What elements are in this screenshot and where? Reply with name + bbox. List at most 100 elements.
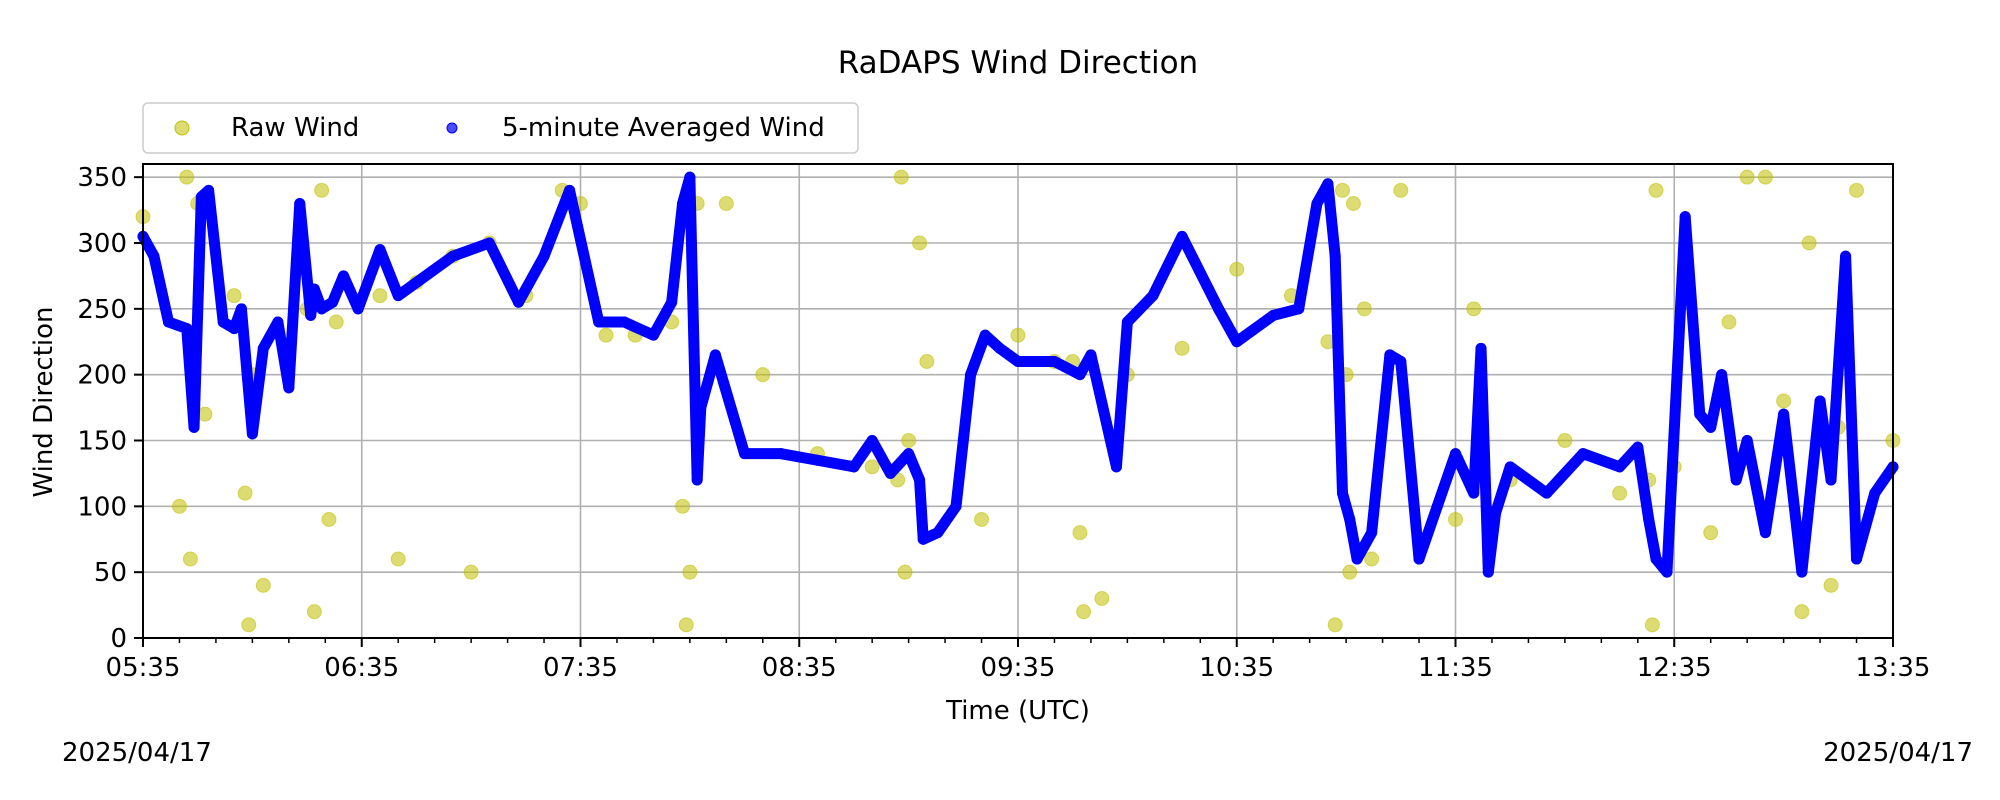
- x-tick-label: 13:35: [1856, 653, 1931, 683]
- averaged-wind-point: [1661, 566, 1673, 578]
- raw-wind-point: [1356, 301, 1372, 317]
- raw-wind-point: [1648, 182, 1664, 198]
- averaged-wind-point: [1796, 566, 1808, 578]
- legend-averaged-wind-marker: [446, 122, 458, 134]
- date-left-label: 2025/04/17: [62, 738, 212, 768]
- averaged-wind-point: [917, 533, 929, 545]
- averaged-wind-point: [1468, 487, 1480, 499]
- averaged-wind-point: [691, 474, 703, 486]
- averaged-wind-point: [666, 296, 678, 308]
- averaged-wind-point: [1504, 461, 1516, 473]
- y-tick-label: 100: [77, 492, 127, 522]
- y-tick-label: 350: [77, 163, 127, 193]
- averaged-wind-point: [618, 316, 630, 328]
- averaged-wind-point: [1482, 566, 1494, 578]
- averaged-wind-point: [374, 244, 386, 256]
- averaged-wind-point: [932, 527, 944, 539]
- raw-wind-point: [755, 367, 771, 383]
- raw-wind-point: [1644, 617, 1660, 633]
- averaged-wind-point: [1705, 421, 1717, 433]
- averaged-wind-point: [1048, 356, 1060, 367]
- x-tick-label: 12:35: [1637, 653, 1712, 683]
- raw-wind-point: [179, 169, 195, 185]
- raw-wind-point: [1342, 564, 1358, 580]
- axes: 05:35 06:35 07:35 08:35 09:35 10:35 11:35 12:35…: [77, 163, 1930, 683]
- averaged-wind-point: [1541, 487, 1553, 499]
- averaged-wind-point: [305, 309, 317, 321]
- raw-wind-point: [1776, 393, 1792, 409]
- averaged-wind-point: [513, 296, 525, 308]
- averaged-wind-point: [1344, 514, 1356, 525]
- raw-wind-point: [893, 169, 909, 185]
- raw-wind-point: [314, 182, 330, 198]
- averaged-wind-point: [1840, 250, 1852, 262]
- averaged-wind-point: [1012, 356, 1024, 367]
- averaged-wind-point: [647, 329, 659, 341]
- raw-wind-point: [598, 327, 614, 343]
- averaged-wind-point: [410, 277, 422, 288]
- legend: Raw Wind 5-minute Averaged Wind: [142, 102, 859, 154]
- raw-wind-point: [1757, 169, 1773, 185]
- averaged-wind-point: [235, 303, 247, 315]
- raw-wind-point: [864, 459, 880, 475]
- x-tick-label: 06:35: [324, 653, 399, 683]
- raw-wind-point: [912, 235, 928, 251]
- raw-wind-point: [1174, 340, 1190, 356]
- averaged-wind-point: [1085, 349, 1097, 361]
- averaged-wind-point: [203, 184, 215, 196]
- averaged-wind-point: [228, 323, 240, 335]
- raw-wind-point: [1345, 196, 1361, 211]
- averaged-wind-point: [739, 448, 751, 460]
- averaged-wind-point: [1679, 211, 1691, 223]
- averaged-wind-point: [217, 316, 229, 328]
- grid: [142, 164, 1894, 639]
- raw-wind-point: [678, 617, 694, 633]
- raw-wind-point: [1801, 235, 1817, 251]
- averaged-wind-point: [684, 171, 696, 183]
- averaged-wind-point: [538, 250, 550, 262]
- averaged-wind-point: [1450, 448, 1461, 460]
- averaged-wind-point: [1231, 336, 1243, 348]
- averaged-wind-point: [593, 316, 605, 328]
- averaged-wind-point: [181, 323, 193, 335]
- raw-wind-point: [1010, 327, 1026, 343]
- y-axis-label: Wind Direction: [29, 306, 59, 497]
- raw-wind-point: [182, 551, 198, 567]
- averaged-wind-point: [1825, 474, 1837, 486]
- averaged-wind-point: [950, 500, 962, 512]
- averaged-wind-point: [1351, 553, 1363, 565]
- date-right-label: 2025/04/17: [1823, 738, 1973, 768]
- averaged-wind-point: [316, 303, 328, 315]
- averaged-wind-point: [447, 250, 459, 262]
- raw-wind-point: [675, 498, 691, 514]
- raw-wind-point: [463, 564, 479, 580]
- averaged-wind-point: [1293, 303, 1305, 315]
- averaged-wind-point: [775, 448, 787, 460]
- raw-wind-point: [1466, 301, 1482, 317]
- averaged-wind-point: [695, 402, 707, 414]
- averaged-wind-point: [308, 283, 320, 295]
- raw-wind-point: [974, 512, 990, 527]
- averaged-wind-point: [246, 428, 258, 440]
- averaged-wind-point: [294, 198, 306, 209]
- x-tick-label: 09:35: [981, 653, 1056, 683]
- raw-wind-point: [1849, 182, 1865, 198]
- averaged-wind-point: [1074, 369, 1086, 381]
- averaged-wind-point: [1730, 474, 1742, 486]
- raw-wind-point: [390, 551, 406, 567]
- raw-wind-point: [682, 564, 698, 580]
- averaged-wind-point: [1267, 309, 1279, 321]
- averaged-wind-point: [1147, 290, 1159, 302]
- averaged-wind-point: [1413, 553, 1425, 565]
- x-tick-label: 05:35: [106, 653, 181, 683]
- chart-title: RaDAPS Wind Direction: [838, 45, 1198, 81]
- averaged-wind-point: [352, 303, 364, 315]
- averaged-wind-point: [195, 191, 207, 203]
- averaged-wind-point: [1431, 500, 1443, 512]
- raw-wind-point: [1739, 169, 1755, 185]
- raw-wind-point: [718, 196, 734, 211]
- averaged-wind-point: [564, 184, 576, 196]
- averaged-wind-points: [137, 171, 1899, 578]
- averaged-wind-point: [677, 198, 689, 209]
